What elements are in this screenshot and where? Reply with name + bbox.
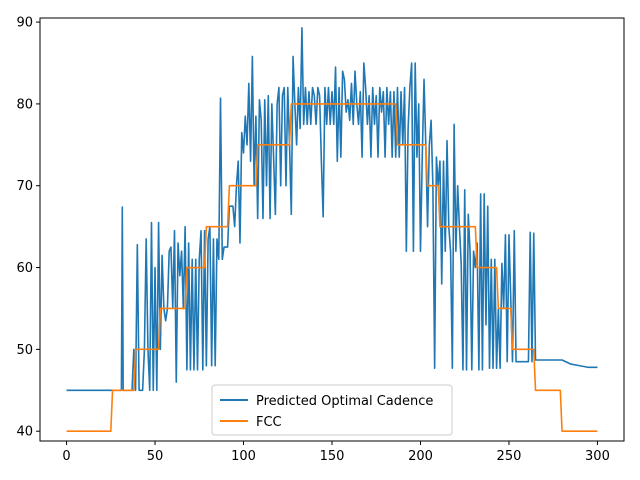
series-line-predicted-optimal-cadence: [66, 27, 598, 392]
x-tick-label: 250: [497, 449, 522, 464]
series-line-fcc: [66, 103, 598, 432]
x-tick-label: 150: [320, 449, 345, 464]
y-tick-label: 50: [16, 343, 33, 358]
x-tick-label: 100: [231, 449, 256, 464]
series-layer: [66, 27, 598, 432]
plot-frame: [39, 17, 625, 442]
y-tick-label: 40: [16, 425, 33, 440]
y-axis: 40 50 60 70 80 90: [16, 16, 40, 440]
x-tick-label: 200: [408, 449, 433, 464]
x-tick-label: 50: [147, 449, 164, 464]
x-axis: 0 50 100 150 200 250 300: [62, 441, 610, 464]
y-tick-label: 60: [16, 261, 33, 276]
x-tick-label: 300: [585, 449, 610, 464]
y-tick-label: 80: [16, 97, 33, 112]
x-tick-label: 0: [62, 449, 70, 464]
legend-label-predicted: Predicted Optimal Cadence: [256, 394, 433, 409]
legend-label-fcc: FCC: [256, 415, 282, 430]
y-tick-label: 90: [16, 16, 33, 31]
legend: Predicted Optimal Cadence FCC: [211, 384, 453, 436]
y-tick-label: 70: [16, 179, 33, 194]
legend-box: [211, 384, 453, 436]
